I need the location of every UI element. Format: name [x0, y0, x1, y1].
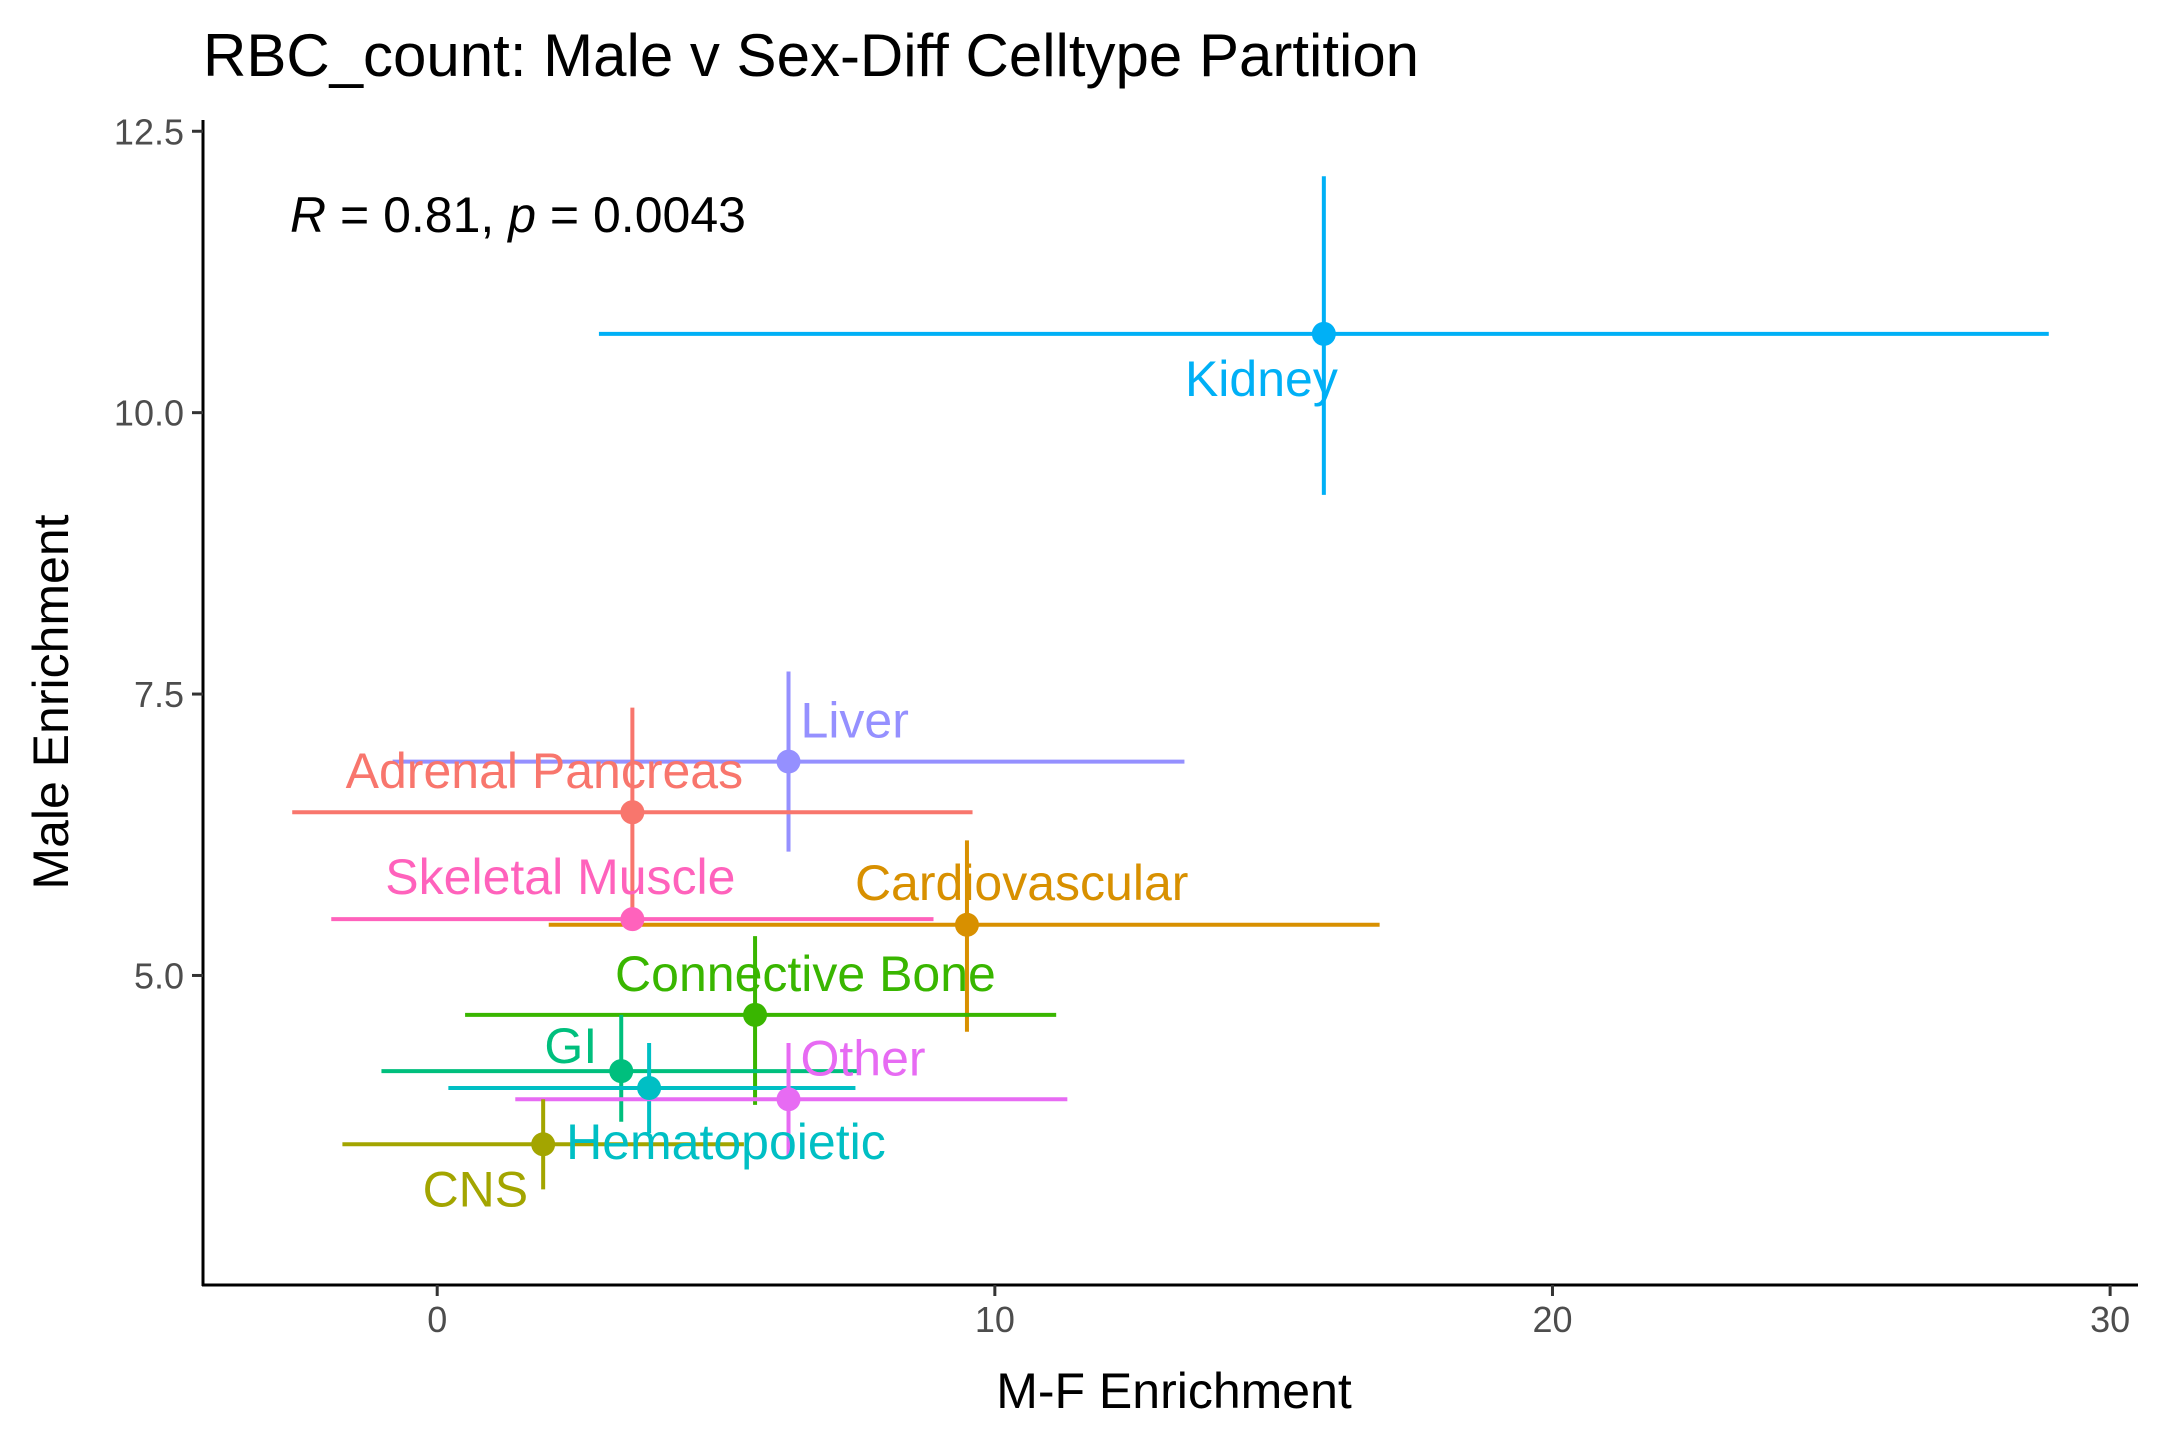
point-labels: Kidney Liver Adrenal Pancreas Skeletal Musc… — [346, 351, 1338, 1217]
chart-title: RBC_count: Male v Sex-Diff Celltype Part… — [203, 22, 1419, 89]
r-value: = 0.81, — [326, 187, 508, 243]
x-tick-label: 0 — [427, 1299, 447, 1340]
liver-point — [776, 749, 801, 774]
x-axis-title: M-F Enrichment — [996, 1363, 1352, 1419]
liver-label: Liver — [801, 693, 909, 749]
p-symbol: p — [506, 187, 536, 243]
data-points — [531, 321, 1336, 1157]
adrenal-pancreas-point — [620, 800, 645, 825]
gi-label: GI — [544, 1018, 597, 1074]
cns-label: CNS — [423, 1161, 529, 1217]
y-axis-title: Male Enrichment — [23, 514, 79, 889]
y-tick-label: 5.0 — [134, 955, 184, 996]
correlation-annotation: R = 0.81, p = 0.0043 — [290, 187, 746, 243]
kidney-label: Kidney — [1185, 351, 1338, 407]
other-label: Other — [801, 1030, 926, 1086]
adrenal-pancreas-label: Adrenal Pancreas — [346, 743, 743, 799]
skeletal-muscle-point — [620, 907, 645, 932]
r-symbol: R — [290, 187, 326, 243]
hematopoietic-point — [637, 1076, 662, 1101]
x-tick-label: 10 — [975, 1299, 1015, 1340]
cardiovascular-point — [954, 912, 979, 937]
y-tick-label: 7.5 — [134, 674, 184, 715]
y-tick-label: 10.0 — [114, 393, 184, 434]
connective-bone-point — [743, 1002, 768, 1027]
cns-point — [531, 1132, 556, 1157]
x-tick-label: 20 — [1532, 1299, 1572, 1340]
kidney-point — [1311, 321, 1336, 346]
cardiovascular-label: Cardiovascular — [855, 855, 1188, 911]
hematopoietic-label: Hematopoietic — [566, 1114, 886, 1170]
x-tick-label: 30 — [2090, 1299, 2130, 1340]
axes: 0 10 20 30 5.0 7.5 10.0 12.5 — [114, 111, 2138, 1340]
other-point — [776, 1087, 801, 1112]
skeletal-muscle-label: Skeletal Muscle — [385, 849, 735, 905]
gi-point — [609, 1059, 634, 1084]
p-value: = 0.0043 — [536, 187, 746, 243]
connective-bone-label: Connective Bone — [615, 946, 996, 1002]
y-tick-label: 12.5 — [114, 111, 184, 152]
